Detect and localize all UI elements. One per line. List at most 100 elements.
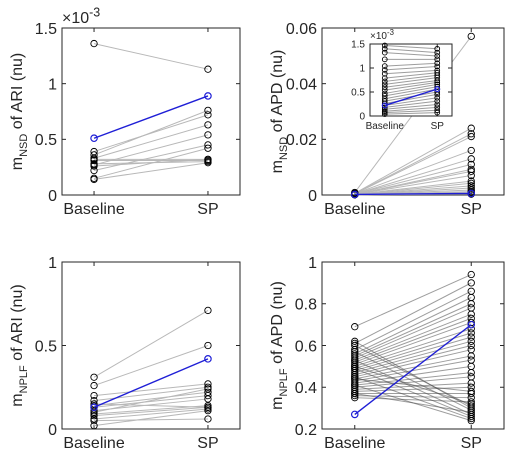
sp-point	[204, 403, 212, 411]
baseline-point	[381, 81, 388, 88]
sp-point	[434, 77, 441, 84]
sp-point	[467, 329, 475, 337]
series-line	[94, 406, 208, 417]
series-line	[354, 340, 472, 409]
baseline-point	[381, 45, 388, 52]
baseline-point	[351, 337, 359, 345]
series-line	[354, 376, 472, 388]
sp-point	[467, 333, 475, 341]
series-line	[354, 180, 472, 195]
plot-area	[61, 27, 241, 196]
y-tick-label: 0.2	[295, 422, 317, 439]
baseline-point	[381, 87, 388, 93]
exponent-base: ×10	[370, 31, 387, 42]
panel-ari-nplf: 0 0.5 1 Baseline SP mNPLF of ARI (nu)	[9, 255, 241, 452]
series-line	[354, 297, 472, 355]
sp-point	[204, 306, 212, 315]
series-line	[354, 355, 472, 380]
mean-baseline-point	[90, 403, 98, 412]
mean-sp-point	[467, 320, 476, 329]
y-label-tail: of APD (nu)	[269, 281, 286, 368]
series-line	[354, 290, 472, 351]
series-line	[354, 351, 472, 411]
x-tick-label: Baseline	[324, 435, 385, 452]
series-line	[93, 388, 209, 413]
series-line	[384, 81, 438, 91]
series-line	[384, 79, 438, 88]
y-axis-label: mNPLF of APD (nu)	[269, 281, 290, 410]
sp-point	[467, 146, 475, 155]
baseline-point	[381, 90, 388, 97]
series-line	[93, 147, 209, 179]
series-line	[93, 383, 209, 397]
baseline-point	[381, 56, 388, 63]
series-line	[354, 307, 472, 359]
sp-point	[467, 177, 475, 185]
series-line	[384, 86, 438, 97]
series-line	[354, 359, 472, 415]
baseline-point	[351, 394, 359, 402]
y-tick-label: 1.5	[35, 21, 57, 38]
series-line	[384, 100, 438, 108]
baseline-point	[351, 375, 359, 383]
baseline-point	[351, 364, 359, 373]
series-line	[354, 175, 472, 195]
baseline-point	[90, 422, 98, 430]
y-label-main: m	[9, 393, 26, 406]
series-line	[384, 44, 438, 50]
sp-point	[467, 368, 475, 377]
series-line	[384, 52, 438, 57]
mean-baseline-point	[90, 134, 98, 143]
series-line	[93, 309, 209, 378]
sp-point	[467, 171, 475, 180]
sp-point	[467, 270, 475, 279]
x-tick-label: Baseline	[324, 201, 385, 218]
series-line	[354, 365, 472, 405]
sp-point	[434, 107, 441, 114]
sp-point	[434, 72, 441, 79]
sp-point	[467, 155, 475, 163]
sp-point	[467, 352, 475, 360]
sp-point	[434, 104, 441, 111]
series-line	[93, 134, 209, 166]
series-line	[354, 322, 472, 365]
sp-point	[204, 121, 212, 129]
x-tick-label: Baseline	[63, 435, 124, 452]
series-line	[354, 345, 472, 407]
series-line	[384, 48, 438, 54]
baseline-point	[90, 160, 98, 168]
y-axis-label: mNSD of ARI (nu)	[9, 53, 30, 170]
baseline-point	[381, 67, 388, 73]
baseline-point	[351, 348, 359, 356]
series-line	[384, 74, 438, 82]
series-line	[384, 66, 438, 71]
x-tick-label: SP	[461, 201, 482, 218]
series-line	[93, 391, 209, 407]
inset-chart: 0 0.5 1 1.5 Baseline SP ×10-3	[351, 28, 453, 132]
baseline-point	[90, 391, 98, 400]
exponent-base: ×10	[62, 10, 89, 27]
sp-point	[434, 94, 441, 101]
mean-line	[93, 358, 209, 408]
plot-area	[321, 261, 505, 430]
exponent-power: -3	[89, 6, 100, 20]
sp-point	[467, 160, 475, 169]
y-axis-label: mNPLF of ARI (nu)	[9, 284, 30, 406]
sp-point	[467, 130, 475, 138]
baseline-point	[351, 323, 359, 331]
baseline-point	[351, 362, 359, 371]
mean-sp-point	[204, 92, 212, 100]
series-line	[354, 376, 472, 420]
series-line	[93, 43, 209, 70]
sp-point	[467, 416, 475, 425]
baseline-point	[90, 175, 98, 184]
baseline-point	[90, 155, 98, 164]
sp-point	[204, 144, 212, 152]
sp-point	[204, 111, 212, 119]
y-label-main: m	[9, 157, 26, 170]
series-line	[354, 382, 472, 390]
sp-point	[467, 379, 475, 387]
baseline-point	[381, 111, 388, 117]
y-tick-label: 0.5	[35, 338, 57, 355]
